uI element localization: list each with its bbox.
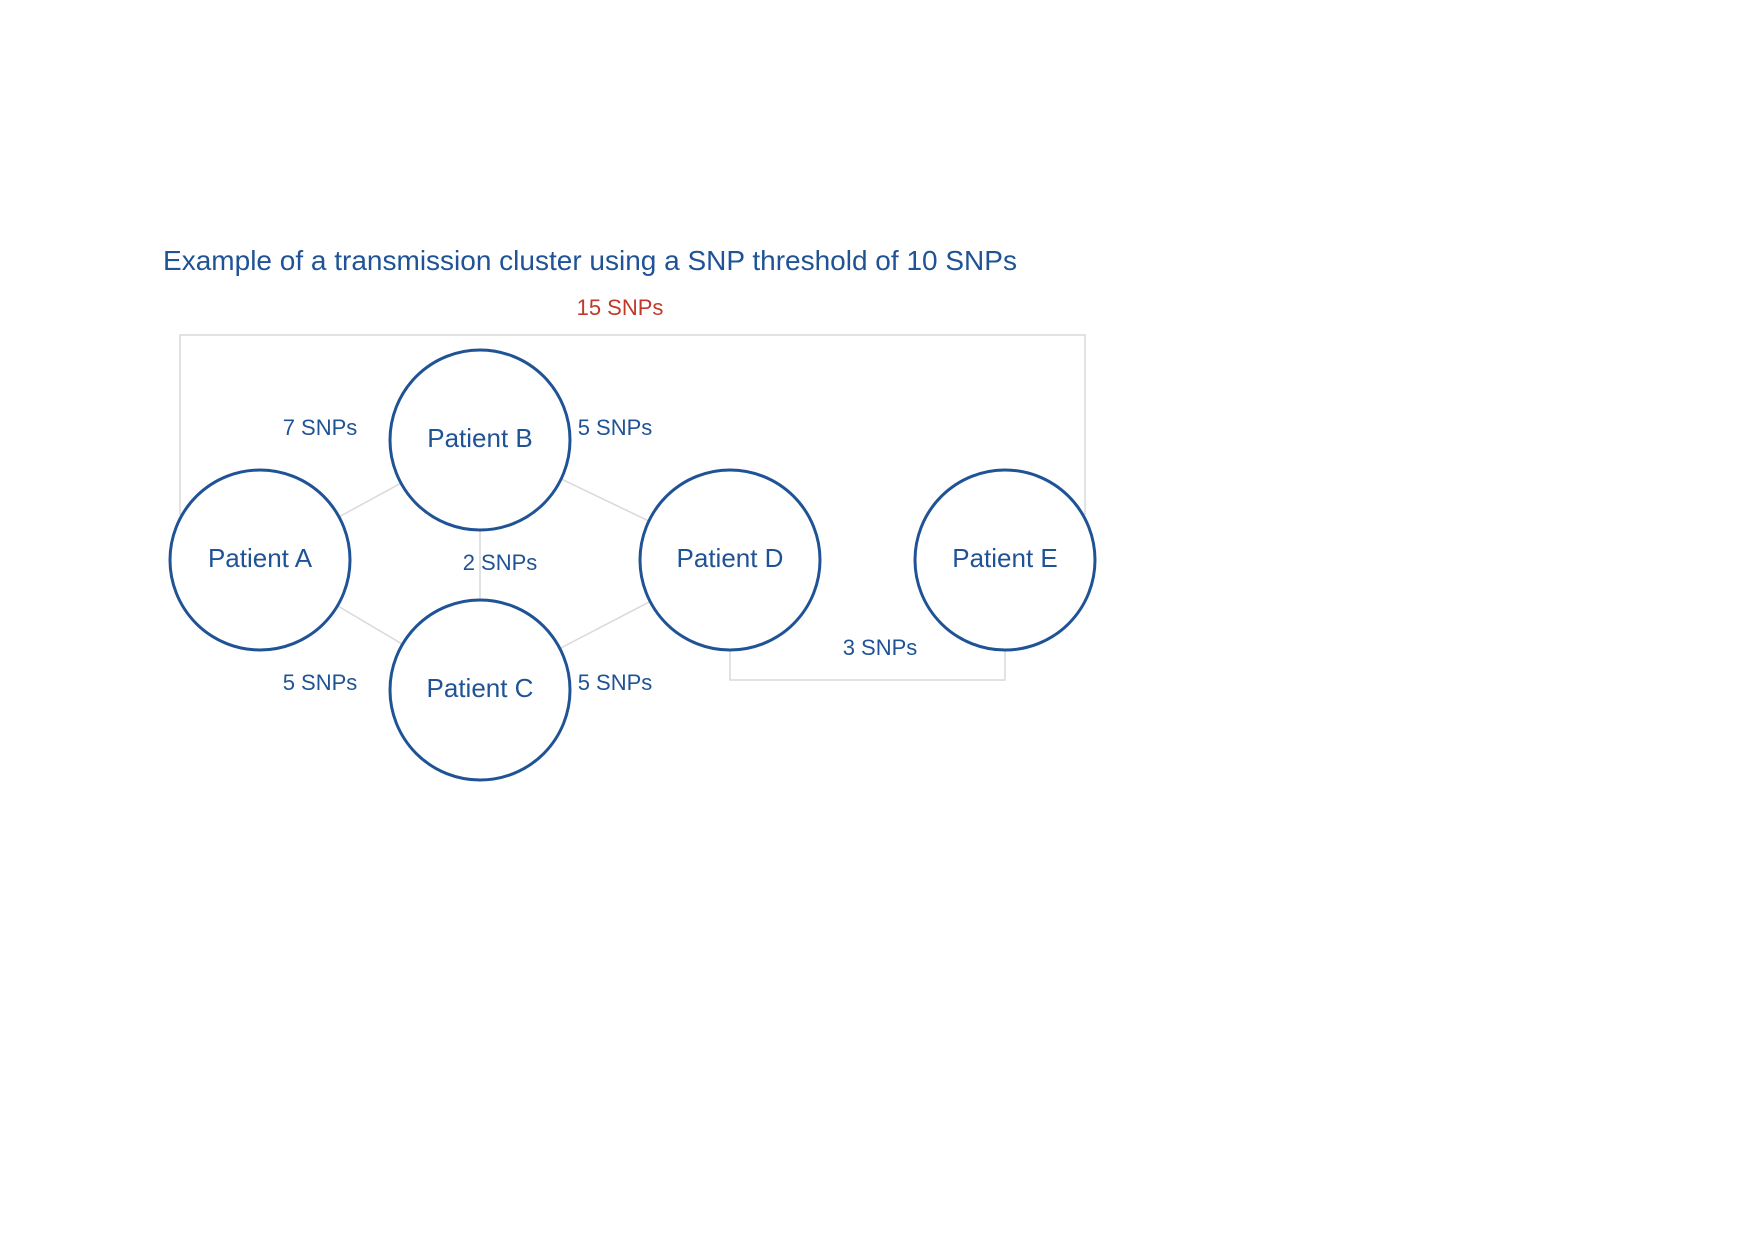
node-A: Patient A [170, 470, 350, 650]
diagram-title: Example of a transmission cluster using … [163, 245, 1017, 276]
edge-label-C-D: 5 SNPs [578, 670, 653, 695]
edge-label-B-C: 2 SNPs [463, 550, 538, 575]
transmission-cluster-diagram: Example of a transmission cluster using … [0, 0, 1755, 1240]
node-B: Patient B [390, 350, 570, 530]
node-label-E: Patient E [952, 543, 1058, 573]
edge-label-A-E: 15 SNPs [577, 295, 664, 320]
edge-C-D [560, 602, 650, 649]
edge-label-D-E: 3 SNPs [843, 635, 918, 660]
node-label-C: Patient C [427, 673, 534, 703]
node-D: Patient D [640, 470, 820, 650]
edge-label-A-C: 5 SNPs [283, 670, 358, 695]
edge-A-C [337, 606, 402, 644]
node-label-B: Patient B [427, 423, 533, 453]
node-C: Patient C [390, 600, 570, 780]
edge-label-A-B: 7 SNPs [283, 415, 358, 440]
edge-A-B [339, 483, 401, 517]
edge-label-B-D: 5 SNPs [578, 415, 653, 440]
node-label-D: Patient D [677, 543, 784, 573]
node-E: Patient E [915, 470, 1095, 650]
node-label-A: Patient A [208, 543, 313, 573]
edge-B-D [561, 479, 649, 521]
